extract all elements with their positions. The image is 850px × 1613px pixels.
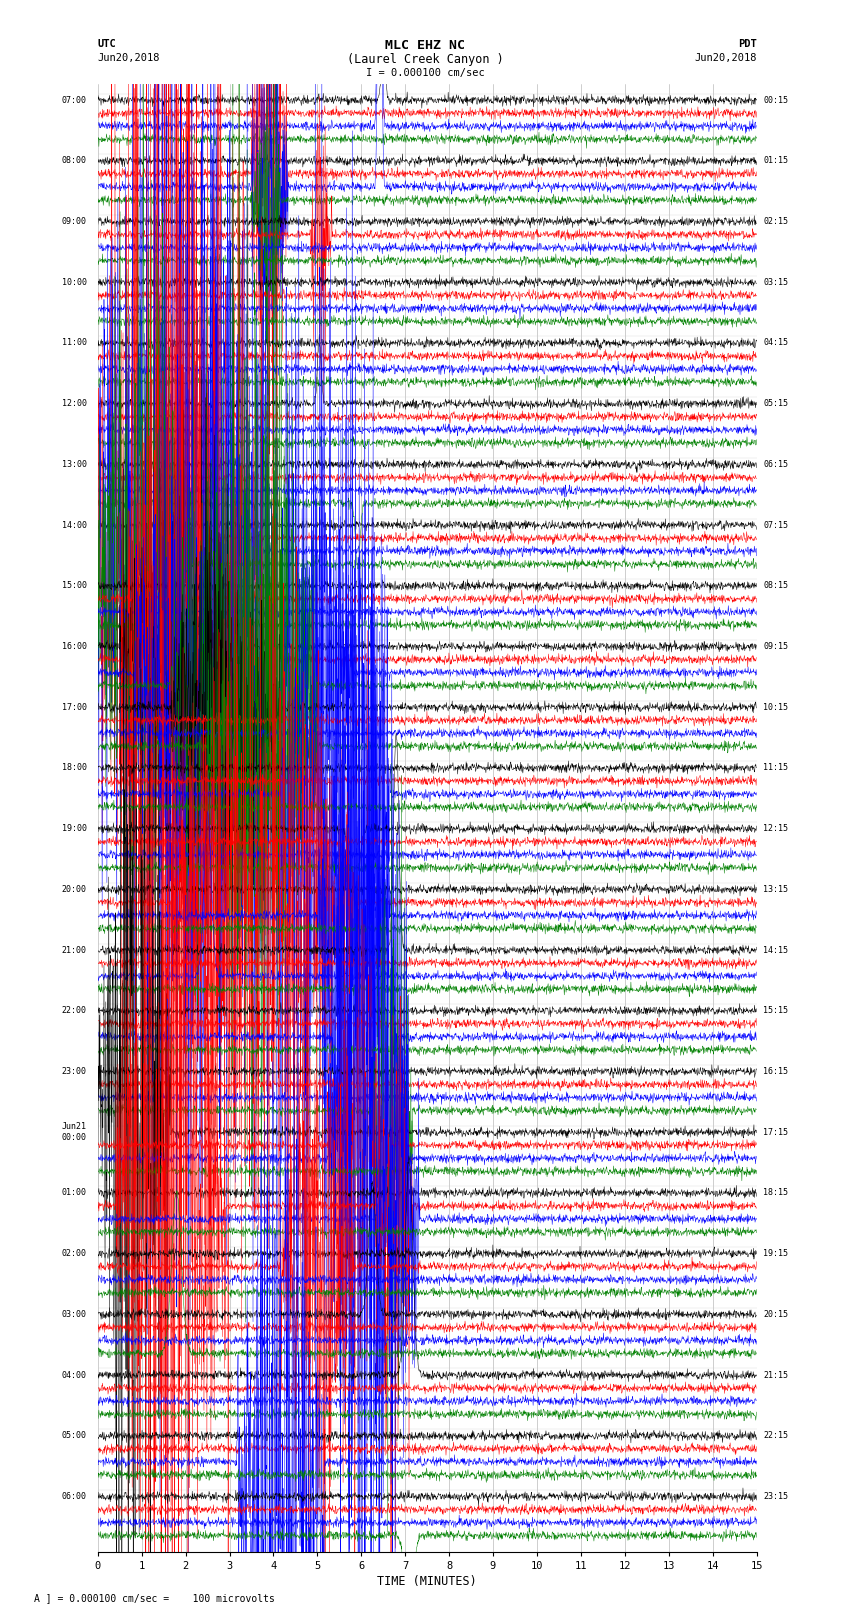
Text: 09:00: 09:00: [62, 218, 87, 226]
Text: 22:00: 22:00: [62, 1007, 87, 1015]
Text: 04:15: 04:15: [763, 339, 788, 347]
Text: 23:15: 23:15: [763, 1492, 788, 1502]
Text: 00:15: 00:15: [763, 95, 788, 105]
Text: 13:15: 13:15: [763, 886, 788, 894]
Text: 18:00: 18:00: [62, 763, 87, 773]
Text: 03:15: 03:15: [763, 277, 788, 287]
Text: 19:00: 19:00: [62, 824, 87, 834]
Text: 02:00: 02:00: [62, 1248, 87, 1258]
Text: 23:00: 23:00: [62, 1066, 87, 1076]
Text: UTC: UTC: [98, 39, 116, 48]
Text: 21:15: 21:15: [763, 1371, 788, 1379]
Text: 09:15: 09:15: [763, 642, 788, 652]
Text: 14:00: 14:00: [62, 521, 87, 529]
Text: 01:00: 01:00: [62, 1189, 87, 1197]
Text: 01:15: 01:15: [763, 156, 788, 166]
Text: 08:15: 08:15: [763, 581, 788, 590]
Text: 10:15: 10:15: [763, 703, 788, 711]
Text: 11:15: 11:15: [763, 763, 788, 773]
Text: 07:15: 07:15: [763, 521, 788, 529]
Text: 21:00: 21:00: [62, 945, 87, 955]
Text: Jun21
00:00: Jun21 00:00: [62, 1123, 87, 1142]
Text: 15:00: 15:00: [62, 581, 87, 590]
Text: 04:00: 04:00: [62, 1371, 87, 1379]
Text: 05:15: 05:15: [763, 398, 788, 408]
Text: 14:15: 14:15: [763, 945, 788, 955]
Text: 11:00: 11:00: [62, 339, 87, 347]
Text: PDT: PDT: [738, 39, 756, 48]
Text: 15:15: 15:15: [763, 1007, 788, 1015]
Text: 02:15: 02:15: [763, 218, 788, 226]
Text: 13:00: 13:00: [62, 460, 87, 469]
Text: 17:15: 17:15: [763, 1127, 788, 1137]
Text: 16:15: 16:15: [763, 1066, 788, 1076]
Text: Jun20,2018: Jun20,2018: [694, 53, 756, 63]
Text: 03:00: 03:00: [62, 1310, 87, 1319]
Text: 05:00: 05:00: [62, 1431, 87, 1440]
Text: 17:00: 17:00: [62, 703, 87, 711]
Text: 20:00: 20:00: [62, 886, 87, 894]
Text: (Laurel Creek Canyon ): (Laurel Creek Canyon ): [347, 53, 503, 66]
Text: A ] = 0.000100 cm/sec =    100 microvolts: A ] = 0.000100 cm/sec = 100 microvolts: [34, 1594, 275, 1603]
Text: MLC EHZ NC: MLC EHZ NC: [385, 39, 465, 52]
Text: Jun20,2018: Jun20,2018: [98, 53, 161, 63]
Text: 10:00: 10:00: [62, 277, 87, 287]
X-axis label: TIME (MINUTES): TIME (MINUTES): [377, 1574, 477, 1587]
Text: 06:00: 06:00: [62, 1492, 87, 1502]
Text: 06:15: 06:15: [763, 460, 788, 469]
Text: 16:00: 16:00: [62, 642, 87, 652]
Text: 12:00: 12:00: [62, 398, 87, 408]
Text: 18:15: 18:15: [763, 1189, 788, 1197]
Text: 12:15: 12:15: [763, 824, 788, 834]
Text: 19:15: 19:15: [763, 1248, 788, 1258]
Text: 20:15: 20:15: [763, 1310, 788, 1319]
Text: 08:00: 08:00: [62, 156, 87, 166]
Text: 22:15: 22:15: [763, 1431, 788, 1440]
Text: I = 0.000100 cm/sec: I = 0.000100 cm/sec: [366, 68, 484, 77]
Text: 07:00: 07:00: [62, 95, 87, 105]
